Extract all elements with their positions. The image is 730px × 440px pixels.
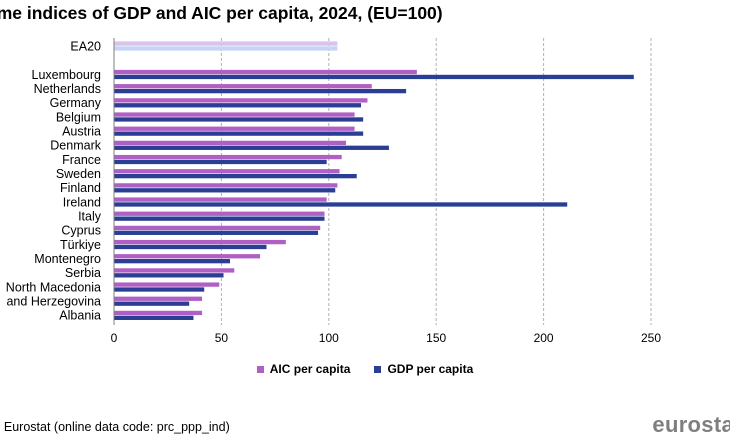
bar-aic bbox=[114, 169, 340, 174]
category-label: Albania bbox=[59, 309, 101, 323]
category-label: Türkiye bbox=[60, 238, 101, 252]
bar-chart: EA20LuxembourgNetherlandsGermanyBelgiumA… bbox=[6, 38, 661, 345]
bar-aic bbox=[114, 154, 342, 160]
bar-gdp bbox=[114, 173, 357, 179]
bar-aic bbox=[114, 140, 346, 146]
bar-gdp bbox=[114, 159, 327, 165]
category-label: Cyprus bbox=[61, 224, 101, 238]
bar-aic bbox=[114, 69, 417, 75]
category-label: Italy bbox=[78, 210, 102, 224]
category-label: Belgium bbox=[56, 110, 101, 124]
category-label: Austria bbox=[62, 124, 101, 138]
category-label: EA20 bbox=[70, 39, 101, 53]
legend-swatch-aic bbox=[256, 365, 264, 373]
bar-aic bbox=[114, 98, 368, 103]
bar-aic bbox=[114, 296, 203, 301]
eurostat-logo: eurosta bbox=[652, 412, 730, 437]
bar-aic bbox=[114, 211, 325, 216]
bar-aic bbox=[114, 225, 321, 231]
legend-swatch-gdp bbox=[374, 365, 382, 373]
bar-aic bbox=[114, 197, 327, 202]
bar-gdp bbox=[114, 230, 319, 235]
bar-aic bbox=[114, 282, 220, 287]
source-note: e: Eurostat (online data code: prc_ppp_i… bbox=[0, 420, 230, 434]
bar-gdp bbox=[114, 287, 205, 292]
bar-aic bbox=[114, 239, 286, 245]
bar-gdp bbox=[114, 46, 338, 51]
legend-item-gdp: GDP per capita bbox=[374, 362, 473, 376]
category-label: Montenegro bbox=[34, 252, 101, 266]
bar-gdp bbox=[114, 315, 194, 320]
bar-gdp bbox=[114, 145, 389, 150]
category-label: and Herzegovina bbox=[6, 295, 101, 309]
legend-item-aic: AIC per capita bbox=[256, 362, 351, 376]
bar-aic bbox=[114, 41, 338, 46]
bar-gdp bbox=[114, 88, 407, 94]
chart-title: ume indices of GDP and AIC per capita, 2… bbox=[0, 3, 443, 23]
category-label: North Macedonia bbox=[6, 280, 101, 294]
bar-gdp bbox=[114, 131, 364, 136]
bar-aic bbox=[114, 254, 261, 259]
bar-gdp bbox=[114, 117, 364, 122]
category-label: France bbox=[62, 153, 101, 167]
category-label: Sweden bbox=[56, 167, 101, 181]
category-label: Denmark bbox=[50, 139, 101, 153]
category-label: Finland bbox=[60, 181, 101, 195]
bar-aic bbox=[114, 183, 338, 188]
bar-gdp bbox=[114, 74, 634, 80]
bar-gdp bbox=[114, 188, 336, 193]
bar-gdp bbox=[114, 202, 568, 207]
legend-label-gdp: GDP per capita bbox=[387, 362, 474, 376]
category-label: Ireland bbox=[63, 195, 101, 209]
bar-gdp bbox=[114, 216, 325, 221]
category-label: Serbia bbox=[65, 266, 101, 280]
bar-aic bbox=[114, 126, 355, 131]
bar-gdp bbox=[114, 259, 230, 264]
bar-aic bbox=[114, 84, 372, 89]
category-label: Germany bbox=[50, 96, 102, 110]
bar-gdp bbox=[114, 273, 224, 278]
bar-aic bbox=[114, 310, 203, 316]
bar-gdp bbox=[114, 244, 267, 250]
x-tick-label: 250 bbox=[641, 331, 661, 345]
category-label: Netherlands bbox=[34, 82, 101, 96]
x-tick-label: 200 bbox=[534, 331, 554, 345]
bar-gdp bbox=[114, 103, 362, 108]
bar-gdp bbox=[114, 301, 190, 306]
bar-aic bbox=[114, 112, 355, 117]
legend: AIC per capita GDP per capita bbox=[0, 362, 730, 376]
category-label: Luxembourg bbox=[32, 68, 102, 82]
legend-label-aic: AIC per capita bbox=[269, 362, 351, 376]
x-tick-label: 0 bbox=[111, 331, 118, 345]
x-tick-label: 100 bbox=[319, 331, 339, 345]
x-tick-label: 50 bbox=[215, 331, 229, 345]
bar-aic bbox=[114, 268, 235, 273]
x-tick-label: 150 bbox=[426, 331, 446, 345]
